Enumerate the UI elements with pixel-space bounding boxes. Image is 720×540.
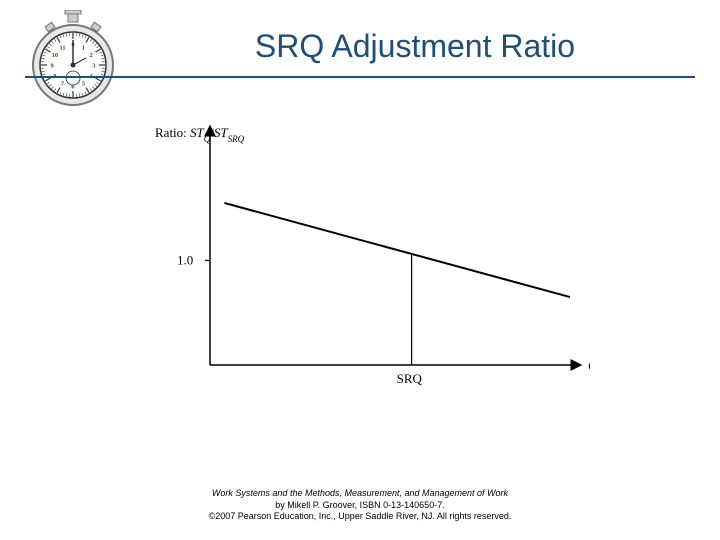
slide: 01234567891011 SRQ Adjustment Ratio Rati… (0, 0, 720, 540)
svg-text:2: 2 (90, 52, 93, 59)
ratio-chart: Ratio: STQ/STSRQ 1.0 SRQ Q (150, 115, 590, 395)
footer-line-2: by Mikell P. Groover, ISBN 0-13-140650-7… (0, 500, 720, 511)
slide-title: SRQ Adjustment Ratio (140, 28, 690, 65)
svg-text:Ratio: STQ/STSRQ: Ratio: STQ/STSRQ (155, 125, 245, 144)
title-underline (25, 76, 695, 78)
svg-text:11: 11 (59, 44, 65, 51)
footer-line-3: ©2007 Pearson Education, Inc., Upper Sad… (0, 511, 720, 522)
footer-line-1: Work Systems and the Methods, Measuremen… (0, 488, 720, 499)
footer-credits: Work Systems and the Methods, Measuremen… (0, 488, 720, 522)
stopwatch-icon: 01234567891011 (28, 10, 118, 110)
svg-text:1: 1 (82, 44, 85, 51)
svg-text:10: 10 (52, 52, 59, 59)
svg-text:Q: Q (588, 359, 590, 374)
svg-text:SRQ: SRQ (397, 371, 423, 386)
svg-text:1.0: 1.0 (177, 252, 193, 267)
